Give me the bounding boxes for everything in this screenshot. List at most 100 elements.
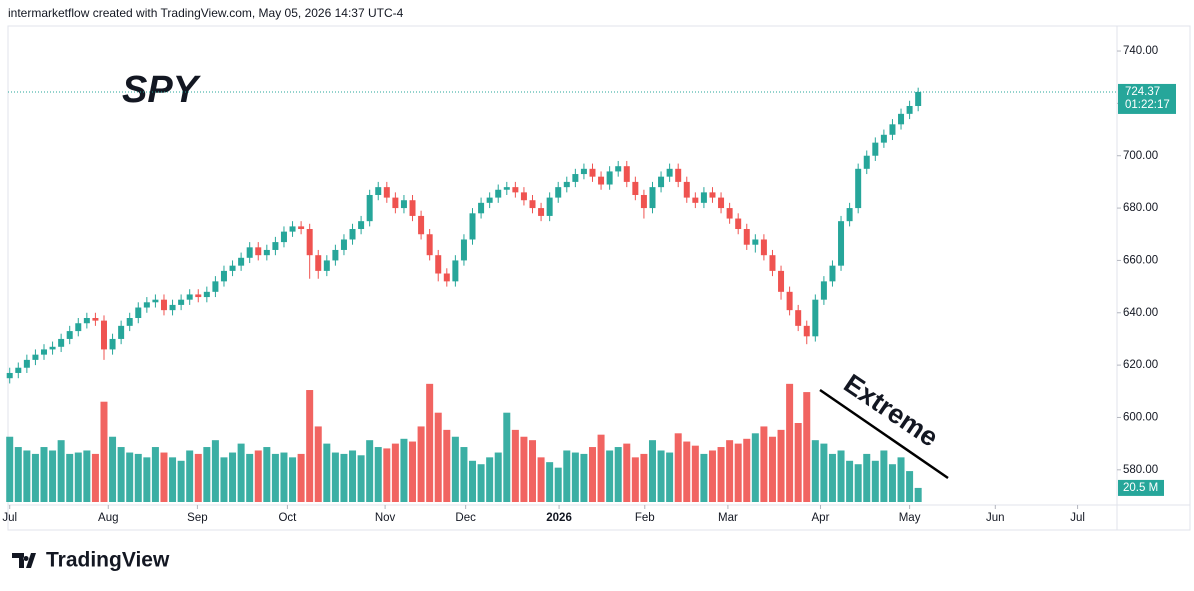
volume-bar xyxy=(323,443,331,502)
y-tick-label: 680.00 xyxy=(1123,202,1158,214)
volume-bar xyxy=(469,460,477,502)
x-tick-label: Oct xyxy=(278,512,297,524)
volume-bar xyxy=(537,457,545,502)
volume-bar xyxy=(683,441,691,502)
candle-body xyxy=(358,221,365,230)
candle-body xyxy=(563,181,570,188)
volume-bar xyxy=(803,392,811,502)
volume-bar xyxy=(246,453,254,502)
volume-bar xyxy=(588,447,596,502)
x-tick-label: Aug xyxy=(98,512,118,524)
candle-body xyxy=(323,260,330,271)
volume-bar xyxy=(14,447,22,502)
candle-body xyxy=(229,265,236,271)
candle-body xyxy=(212,281,219,292)
candle-body xyxy=(178,299,185,305)
candle-body xyxy=(572,174,579,182)
volume-bar xyxy=(708,450,716,502)
candle-body xyxy=(512,187,519,193)
volume-bar xyxy=(400,438,408,502)
y-tick-label: 620.00 xyxy=(1123,359,1158,371)
candle-body xyxy=(135,307,142,319)
candle-body xyxy=(632,181,639,195)
caption: intermarketflow created with TradingView… xyxy=(8,6,404,20)
volume-bar xyxy=(306,390,314,502)
volume-bar xyxy=(151,447,159,502)
candle-body xyxy=(598,176,605,185)
volume-bar xyxy=(451,436,459,502)
volume-bar xyxy=(314,426,322,502)
candle-body xyxy=(75,323,82,332)
candle-body xyxy=(306,229,313,256)
volume-bar xyxy=(91,453,99,502)
volume-bar xyxy=(606,450,614,502)
x-tick-label: Apr xyxy=(812,512,830,524)
last-price-label: 724.37 xyxy=(1125,86,1160,98)
volume-bar xyxy=(734,443,742,502)
candle-body xyxy=(700,192,707,203)
candle-body xyxy=(589,168,596,177)
candle-body xyxy=(349,229,356,240)
candle-body xyxy=(606,171,613,185)
volume-bar xyxy=(357,455,365,502)
candle-body xyxy=(752,239,759,245)
candle-body xyxy=(109,338,116,350)
volume-bar xyxy=(331,452,339,502)
volume-bar xyxy=(383,448,391,502)
volume-bar xyxy=(460,447,468,502)
volume-bar xyxy=(57,440,65,502)
candle-body xyxy=(460,239,467,261)
volume-bar xyxy=(434,412,442,502)
candle-body xyxy=(246,247,253,258)
candle-body xyxy=(812,299,819,337)
candle-body xyxy=(83,318,90,324)
candle-body xyxy=(795,310,802,326)
volume-bar xyxy=(83,450,91,502)
volume-bar xyxy=(623,443,631,502)
volume-bar xyxy=(768,436,776,502)
y-tick-label: 660.00 xyxy=(1123,254,1158,266)
volume-bar xyxy=(743,438,751,502)
candle-body xyxy=(255,247,262,256)
x-tick-label: Jun xyxy=(986,512,1005,524)
x-tick-label: Dec xyxy=(455,512,476,524)
candle-body xyxy=(289,226,296,232)
candle-body xyxy=(538,208,545,216)
volume-bar xyxy=(820,443,828,502)
candle-body xyxy=(838,221,845,266)
candle-body xyxy=(186,294,193,300)
candle-body xyxy=(820,281,827,300)
candle-body xyxy=(6,372,13,379)
candle-body xyxy=(195,294,202,298)
candle-body xyxy=(435,255,442,274)
candle-body xyxy=(315,255,322,271)
candle-body xyxy=(66,331,73,339)
candle-body xyxy=(915,91,922,106)
volume-bar xyxy=(66,453,74,502)
volume-bar xyxy=(494,452,502,502)
candle-body xyxy=(263,249,270,256)
candle-body xyxy=(623,166,630,182)
x-tick-label: Nov xyxy=(375,512,396,524)
volume-bar xyxy=(100,401,108,502)
volume-bar xyxy=(177,460,185,502)
volume-bar xyxy=(700,453,708,502)
volume-bar xyxy=(563,450,571,502)
candle-body xyxy=(718,197,725,209)
candle-body xyxy=(100,320,107,350)
volume-bar xyxy=(31,453,39,502)
volume-bar xyxy=(220,457,228,502)
y-tick-label: 580.00 xyxy=(1123,464,1158,476)
candle-body xyxy=(160,299,167,311)
volume-bar xyxy=(74,452,82,502)
candle-body xyxy=(778,270,785,292)
volume-bar xyxy=(486,457,494,502)
candle-body xyxy=(220,270,227,282)
volume-bar xyxy=(211,440,219,502)
candle-body xyxy=(640,194,647,209)
volume-bar xyxy=(169,457,177,502)
candle-body xyxy=(726,208,733,219)
volume-bar xyxy=(717,447,725,502)
volume-bar xyxy=(914,487,922,502)
